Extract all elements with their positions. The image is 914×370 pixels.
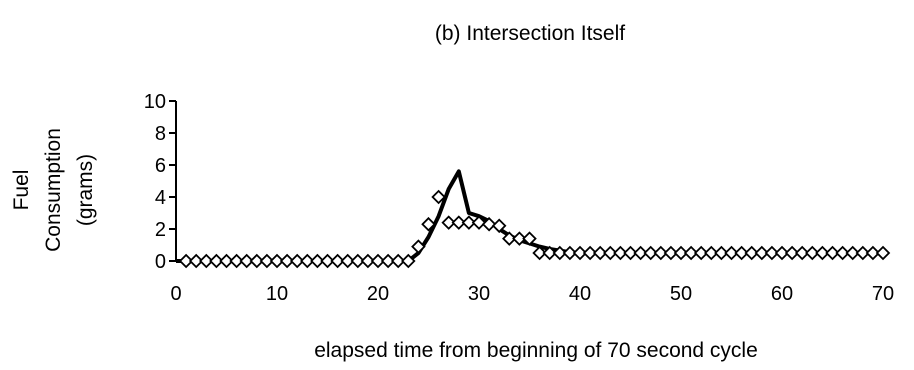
- data-point-diamond: [653, 245, 669, 261]
- data-point-diamond: [855, 245, 871, 261]
- data-point-diamond: [461, 215, 477, 230]
- chart-title: (b) Intersection Itself: [435, 22, 625, 45]
- data-point-diamond: [865, 245, 881, 261]
- data-point-diamond: [401, 253, 416, 269]
- data-point-diamond: [582, 245, 598, 261]
- data-point-diamond: [774, 245, 790, 261]
- data-point-diamond: [512, 231, 527, 246]
- data-point-diamond: [542, 245, 557, 261]
- data-point-diamond: [693, 245, 709, 261]
- data-point-diamond: [411, 239, 426, 254]
- data-point-diamond: [289, 253, 305, 269]
- data-point-diamond: [663, 245, 679, 261]
- x-tick-label: 0: [170, 283, 181, 305]
- x-tick-label: 10: [266, 283, 288, 305]
- data-point-diamond: [421, 216, 436, 232]
- data-point-diamond: [380, 253, 396, 269]
- data-point-diamond: [643, 245, 658, 261]
- y-tick-label: 2: [155, 219, 166, 241]
- y-tick-label: 4: [155, 187, 166, 209]
- data-point-diamond: [300, 253, 315, 269]
- data-point-diamond: [239, 253, 254, 269]
- y-axis-title-line-2: Consumption: [42, 128, 65, 252]
- data-point-diamond: [633, 245, 648, 261]
- data-point-diamond: [350, 253, 366, 269]
- data-point-diamond: [431, 189, 446, 205]
- data-point-diamond: [845, 245, 860, 261]
- data-point-diamond: [754, 245, 770, 261]
- data-point-diamond: [532, 245, 547, 261]
- data-point-diamond: [330, 253, 345, 269]
- data-point-diamond: [249, 253, 265, 269]
- data-point-diamond: [310, 253, 325, 269]
- data-point-diamond: [178, 253, 194, 269]
- y-tick-label: 10: [144, 91, 166, 113]
- data-point-diamond: [683, 245, 699, 261]
- x-tick-label: 20: [367, 283, 389, 305]
- data-point-diamond: [229, 253, 244, 269]
- data-point-diamond: [734, 245, 749, 261]
- data-point-diamond: [269, 253, 285, 269]
- y-tick-label: 0: [155, 251, 166, 273]
- y-axis-title: Fuel Consumption (grams): [10, 128, 97, 252]
- data-point-diamond: [673, 245, 689, 261]
- data-point-diamond: [815, 245, 830, 261]
- data-point-diamond: [471, 215, 487, 230]
- x-axis-title: elapsed time from beginning of 70 second…: [314, 339, 758, 362]
- data-point-diamond: [451, 215, 467, 230]
- data-point-diamond: [764, 245, 780, 261]
- data-point-diamond: [219, 253, 234, 269]
- data-point-diamond: [613, 245, 628, 261]
- data-point-diamond: [481, 216, 497, 232]
- data-point-diamond: [188, 253, 204, 269]
- data-point-diamond: [875, 245, 891, 261]
- y-axis-title-line-3: (grams): [74, 154, 97, 226]
- data-point-diamond: [320, 253, 335, 269]
- data-point-diamond: [724, 245, 739, 261]
- y-tick-label: 6: [155, 155, 166, 177]
- x-tick-label: 50: [670, 283, 692, 305]
- data-point-diamond: [572, 245, 588, 261]
- data-point-diamond: [360, 253, 376, 269]
- data-point-diamond: [340, 253, 355, 269]
- data-point-diamond: [744, 245, 759, 261]
- data-point-diamond: [199, 253, 214, 269]
- data-point-diamond: [279, 253, 295, 269]
- data-point-diamond: [209, 253, 224, 269]
- x-tick-label: 30: [468, 283, 490, 305]
- data-point-diamond: [784, 245, 800, 261]
- y-axis-title-line-1: Fuel: [10, 170, 33, 211]
- data-point-diamond: [714, 245, 729, 261]
- plot-area: 0 2 4 6 8 10 0 10 20 30 40 50 60 70: [144, 91, 894, 305]
- data-point-diamond: [592, 245, 608, 261]
- data-point-diamond: [603, 245, 618, 261]
- data-point-diamond: [623, 245, 638, 261]
- x-tick-label: 40: [569, 283, 591, 305]
- data-point-diamond: [491, 218, 507, 234]
- data-point-diamond: [502, 231, 517, 246]
- data-point-diamond: [259, 253, 275, 269]
- data-point-diamond: [835, 245, 850, 261]
- x-tick-label: 60: [771, 283, 793, 305]
- data-point-diamond: [522, 231, 537, 246]
- data-point-diamond: [704, 245, 719, 261]
- data-point-diamond: [390, 253, 406, 269]
- y-tick-label: 8: [155, 123, 166, 145]
- data-point-diamond: [370, 253, 386, 269]
- data-point-diamond: [552, 245, 568, 261]
- data-point-diamond: [805, 245, 820, 261]
- data-point-diamond: [562, 245, 578, 261]
- data-point-diamond: [794, 245, 810, 261]
- data-point-diamond: [825, 245, 840, 261]
- x-tick-label: 70: [872, 283, 894, 305]
- series-line: [176, 169, 883, 263]
- data-point-diamond: [441, 215, 456, 230]
